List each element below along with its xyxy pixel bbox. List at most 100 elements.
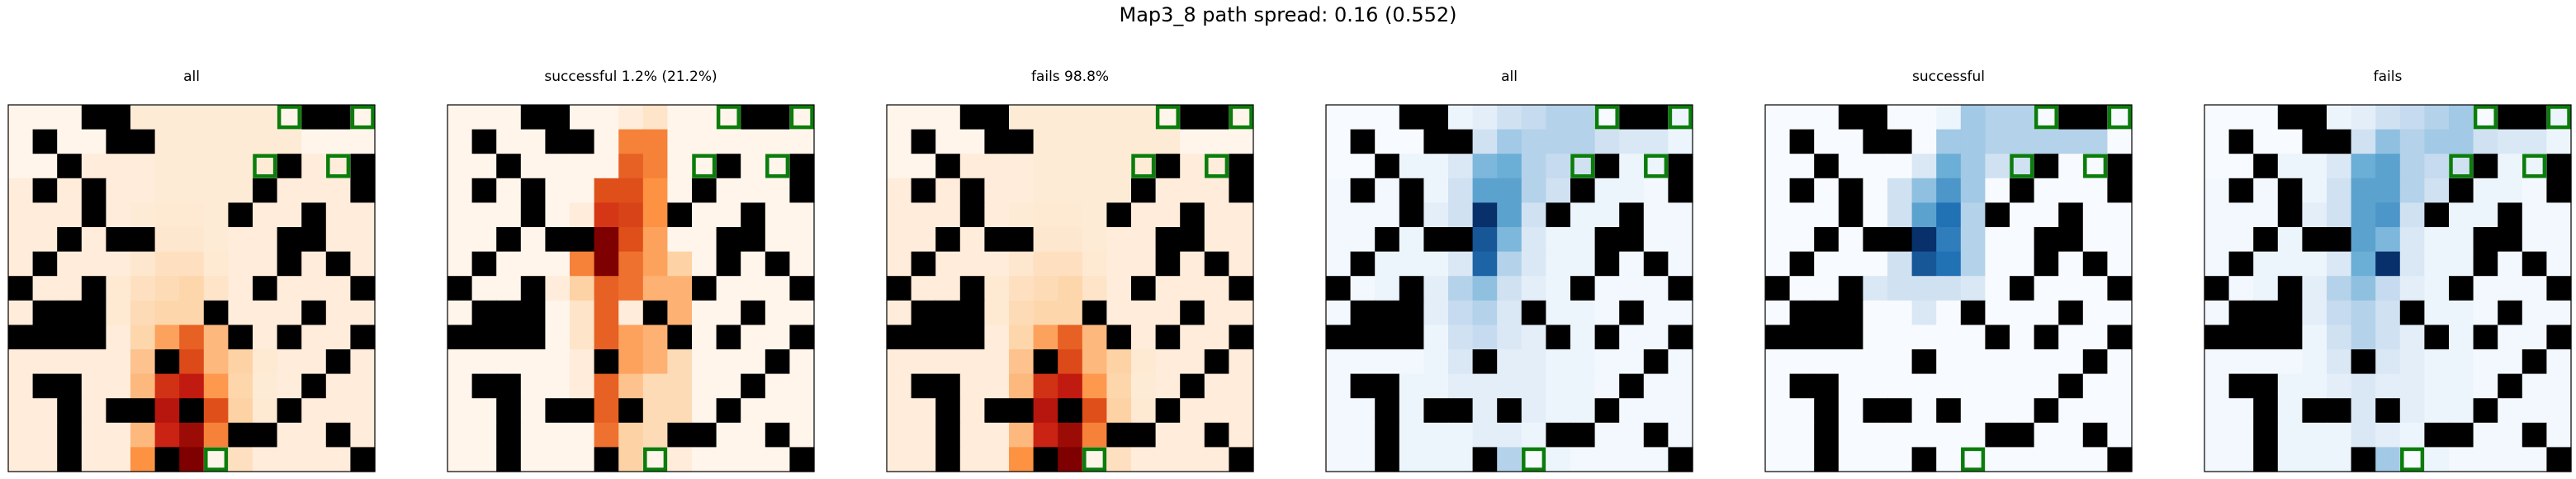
heat-cell (1936, 447, 1962, 472)
wall-cell (1180, 373, 1205, 399)
heat-cell (1619, 129, 1645, 154)
heat-cell (106, 251, 131, 277)
heat-cell (2082, 227, 2108, 253)
heat-cell (447, 373, 473, 399)
wall-cell (1180, 202, 1205, 228)
heat-cell (618, 300, 644, 325)
wall-cell (2302, 227, 2327, 253)
heat-cell (1131, 202, 1157, 228)
wall-cell (2498, 373, 2523, 399)
wall-cell (2253, 325, 2279, 350)
heat-cell (179, 325, 205, 350)
heat-cell (253, 105, 278, 130)
heat-cell (765, 202, 790, 228)
heat-cell (2302, 202, 2327, 228)
heat-cell (1106, 373, 1132, 399)
heat-cell (1936, 276, 1962, 301)
heat-cell (1058, 422, 1083, 448)
heat-cell (667, 447, 693, 472)
heat-cell (716, 276, 741, 301)
heat-cell (1546, 398, 1571, 424)
wall-cell (520, 325, 546, 350)
heat-cell (2375, 422, 2401, 448)
wall-cell (570, 398, 595, 424)
wall-cell (1619, 202, 1645, 228)
heat-cell (887, 422, 912, 448)
heat-cell (2399, 373, 2425, 399)
heat-cell (984, 300, 1010, 325)
heat-cell (350, 373, 376, 399)
heat-cell (1960, 202, 1986, 228)
wall-cell (2082, 349, 2108, 375)
heat-cell (1423, 154, 1449, 179)
heat-cell (81, 447, 107, 472)
heat-cell (1838, 154, 1863, 179)
heat-cell (2449, 202, 2474, 228)
heat-cell (1423, 325, 1449, 350)
heat-cell (2498, 398, 2523, 424)
wall-cell (1229, 325, 1254, 350)
heat-cell (1765, 202, 1791, 228)
heat-cell (130, 251, 156, 277)
heat-cell (765, 447, 790, 472)
heat-cell (301, 447, 327, 472)
wall-cell (1180, 300, 1205, 325)
wall-cell (1936, 398, 1962, 424)
heat-cell (642, 373, 668, 399)
heat-cell (1399, 373, 1424, 399)
heat-cell (2107, 300, 2133, 325)
heat-cell (325, 300, 351, 325)
heat-cell (1131, 105, 1157, 130)
heat-cell (2277, 349, 2303, 375)
heat-cell (2082, 398, 2108, 424)
goal-marker (1594, 105, 1619, 130)
heat-cell (667, 178, 693, 203)
heat-cell (1326, 447, 1352, 472)
heat-cell (253, 349, 278, 375)
heat-cell (2302, 422, 2327, 448)
heat-cell (984, 202, 1010, 228)
heat-cell (1326, 154, 1352, 179)
wall-cell (520, 300, 546, 325)
heat-cell (471, 422, 497, 448)
wall-cell (350, 447, 376, 472)
heat-cell (1887, 251, 1913, 277)
heat-cell (1448, 447, 1474, 472)
heat-cell (1765, 251, 1791, 277)
heat-cell (2375, 447, 2401, 472)
goal-marker (692, 154, 717, 178)
wall-cell (789, 178, 815, 203)
heat-cell (594, 422, 619, 448)
wall-cell (496, 447, 522, 472)
heat-cell (765, 129, 790, 154)
wall-cell (520, 202, 546, 228)
heat-cell (1960, 325, 1986, 350)
heat-cell (2399, 276, 2425, 301)
wall-cell (2498, 300, 2523, 325)
heat-cell (1643, 129, 1669, 154)
heat-cell (277, 349, 302, 375)
heat-cell (2522, 300, 2547, 325)
panel-frame (1764, 104, 2133, 472)
wall-cell (1619, 300, 1645, 325)
heat-cell (2424, 447, 2450, 472)
heat-cell (203, 398, 229, 424)
heat-cell (2204, 447, 2230, 472)
heat-cell (692, 227, 717, 253)
heat-cell (1423, 373, 1449, 399)
heat-cell (2351, 227, 2376, 253)
heat-cell (1863, 251, 1888, 277)
heat-cell (32, 105, 58, 130)
wall-cell (1643, 251, 1669, 277)
heat-cell (1204, 276, 1229, 301)
heat-cell (2399, 251, 2425, 277)
heat-cell (277, 447, 302, 472)
heat-cell (642, 349, 668, 375)
heat-cell (1668, 422, 1693, 448)
heat-cell (1423, 202, 1449, 228)
heat-cell (765, 300, 790, 325)
heat-cell (2034, 422, 2059, 448)
wall-cell (1985, 422, 2010, 448)
goal-marker (789, 105, 814, 130)
heat-cell (692, 129, 717, 154)
